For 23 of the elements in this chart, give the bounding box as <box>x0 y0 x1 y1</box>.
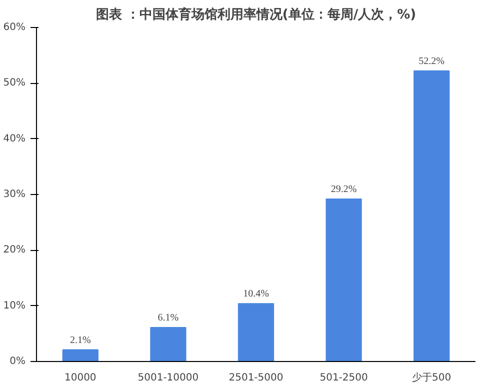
x-tick-label: 5001-10000 <box>138 372 199 384</box>
y-tick-label: 30% <box>3 189 26 200</box>
chart-title: 图表 ：中国体育场馆利用率情况(单位：每周/人次，%) <box>96 6 416 22</box>
bar <box>326 198 362 362</box>
x-tick-label: 2501-5000 <box>228 372 284 384</box>
y-tick-label: 40% <box>3 133 26 144</box>
x-tick-label: 501-2500 <box>320 372 368 384</box>
data-label: 6.1% <box>158 312 179 324</box>
y-tick-label: 60% <box>3 22 26 33</box>
x-tick-label: 少于500 <box>412 372 452 384</box>
y-tick-label: 0% <box>10 356 26 367</box>
bar <box>150 327 186 362</box>
bar <box>62 349 98 362</box>
data-label: 2.1% <box>70 334 91 346</box>
data-label: 29.2% <box>330 184 357 195</box>
bar <box>414 70 450 362</box>
data-label: 10.4% <box>243 288 269 300</box>
y-tick-label: 50% <box>3 78 26 89</box>
data-label: 52.2% <box>418 56 445 67</box>
y-tick-label: 10% <box>3 300 26 312</box>
bar <box>238 303 274 362</box>
x-tick-label: 10000 <box>64 372 96 384</box>
y-tick-label: 20% <box>3 244 26 256</box>
